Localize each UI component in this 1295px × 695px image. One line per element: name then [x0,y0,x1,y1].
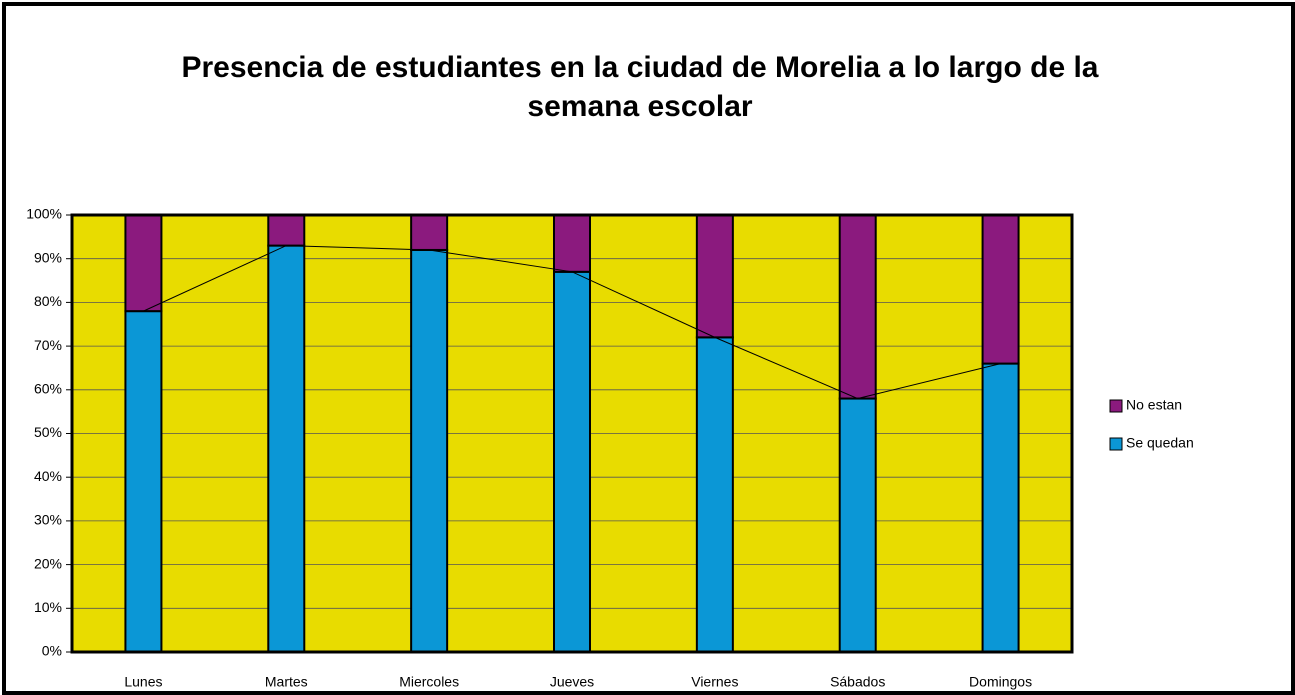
bar-segment [695,214,734,339]
y-tick-label: 90% [34,249,62,265]
legend-label: Se quedan [1126,435,1194,451]
bar-segment [124,214,163,313]
bar-segment [838,214,877,400]
bar-segment [553,270,591,653]
bar-segment [267,214,306,247]
bar-segment [553,214,591,273]
chart-title: Presencia de estudiantes en la ciudad de… [181,51,1099,123]
bar-segment [410,248,449,654]
bar-segment [267,244,306,653]
x-tick-label: Viernes [691,674,738,690]
y-tick-label: 0% [42,643,62,659]
y-tick-label: 40% [34,468,62,484]
bar-segment [695,336,734,653]
y-tick-label: 10% [34,599,62,615]
y-tick-label: 80% [34,293,62,309]
x-tick-label: Martes [265,674,308,690]
series-line [143,245,1001,400]
legend-label: No estan [1126,397,1182,413]
bar-segment [981,362,1020,653]
x-tick-label: Jueves [550,674,594,690]
legend-swatch [1109,437,1123,451]
plot-border [70,213,1074,654]
x-tick-label: Miercoles [399,674,459,690]
bar-segment [124,310,163,653]
bar-segment [981,214,1020,365]
y-tick-label: 100% [26,206,62,222]
y-tick-label: 70% [34,337,62,353]
bar-segment [410,214,449,251]
y-tick-label: 60% [34,381,62,397]
bar-segment [838,397,877,654]
x-tick-label: Lunes [124,674,162,690]
y-tick-label: 50% [34,424,62,440]
legend-swatch [1109,399,1123,413]
y-tick-label: 20% [34,555,62,571]
x-tick-label: Sábados [830,674,885,690]
y-tick-label: 30% [34,512,62,528]
x-tick-label: Domingos [969,674,1032,690]
